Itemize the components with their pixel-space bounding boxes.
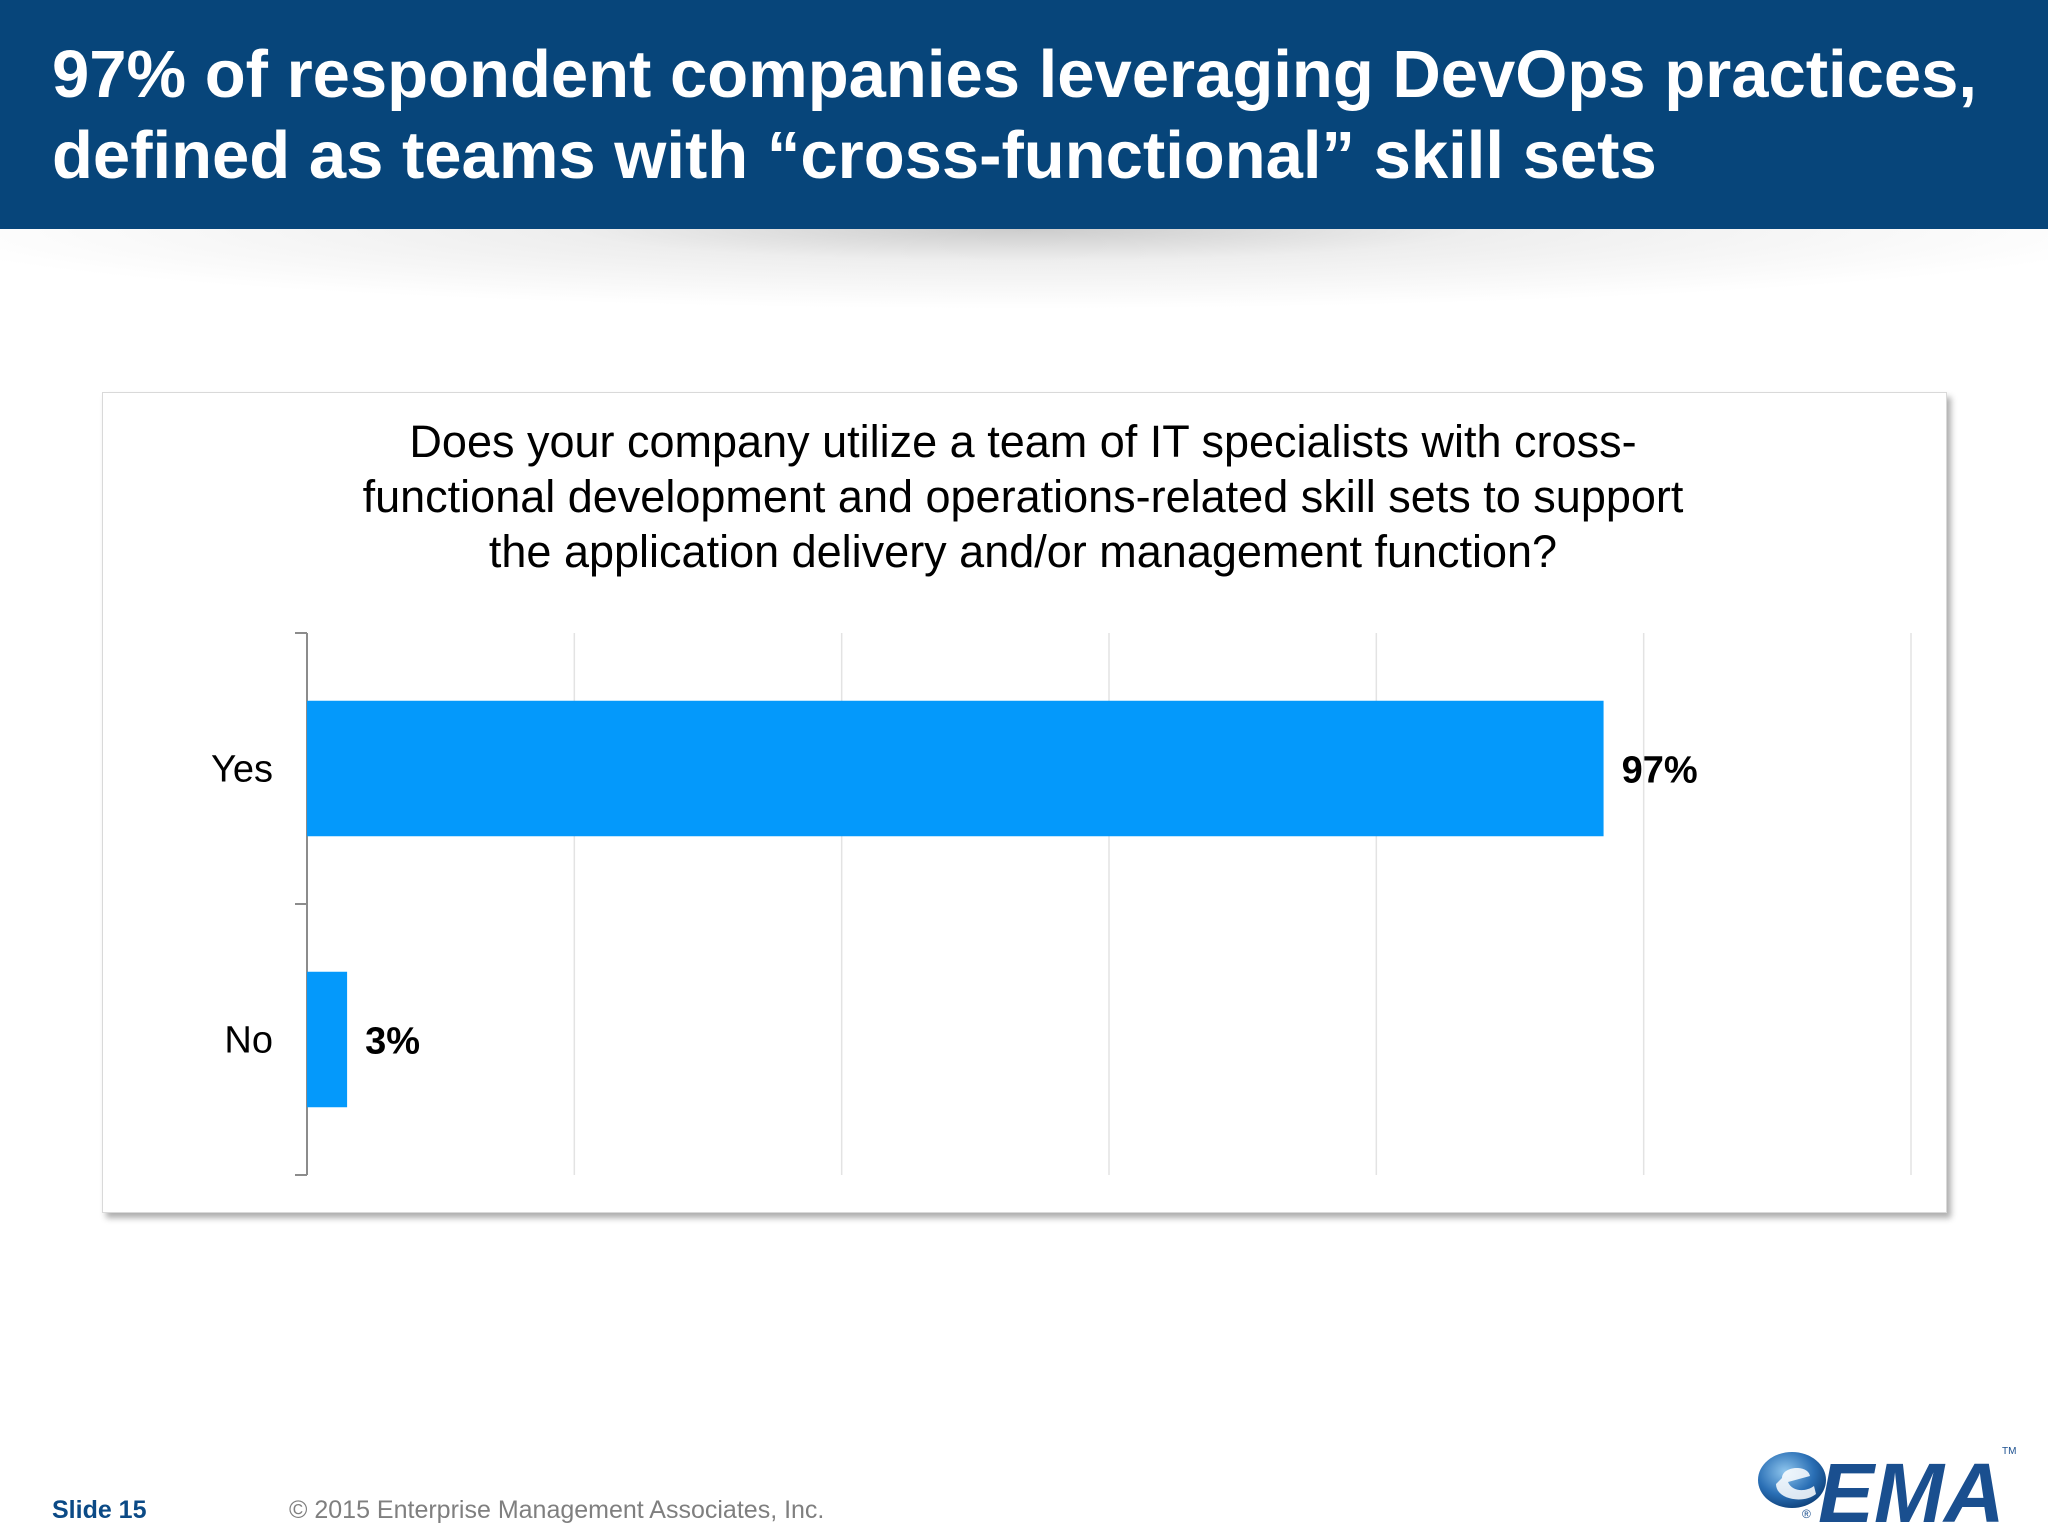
chart-title-line: Does your company utilize a team of IT s…	[409, 416, 1636, 467]
logo-trademark: TM	[2002, 1446, 2016, 1457]
logo-e-mark-icon	[1776, 1467, 1816, 1500]
slide-number: Slide 15	[52, 1496, 147, 1524]
title-banner: 97% of respondent companies leveraging D…	[0, 0, 2048, 229]
chart-title-line: functional development and operations-re…	[363, 471, 1684, 522]
ema-logo: ® EMA TM	[1758, 1446, 2016, 1530]
chart-title-line: the application delivery and/or manageme…	[489, 526, 1557, 577]
category-label-yes: Yes	[211, 749, 273, 791]
logo-wordmark: EMA	[1818, 1446, 2005, 1530]
data-label-no: 3%	[365, 1021, 420, 1063]
slide-title: 97% of respondent companies leveraging D…	[52, 37, 1978, 193]
bar-chart: Does your company utilize a team of IT s…	[211, 416, 1912, 1176]
bar-yes	[307, 700, 1604, 837]
chart-title: Does your company utilize a team of IT s…	[363, 416, 1684, 577]
banner-shadow	[0, 229, 2048, 309]
data-label-yes: 97%	[1622, 750, 1698, 792]
chart-panel: Does your company utilize a team of IT s…	[102, 392, 1947, 1213]
copyright-notice: © 2015 Enterprise Management Associates,…	[289, 1496, 825, 1524]
logo-registered-mark: ®	[1802, 1507, 1811, 1521]
bar-no	[307, 971, 348, 1108]
category-label-no: No	[224, 1020, 273, 1062]
